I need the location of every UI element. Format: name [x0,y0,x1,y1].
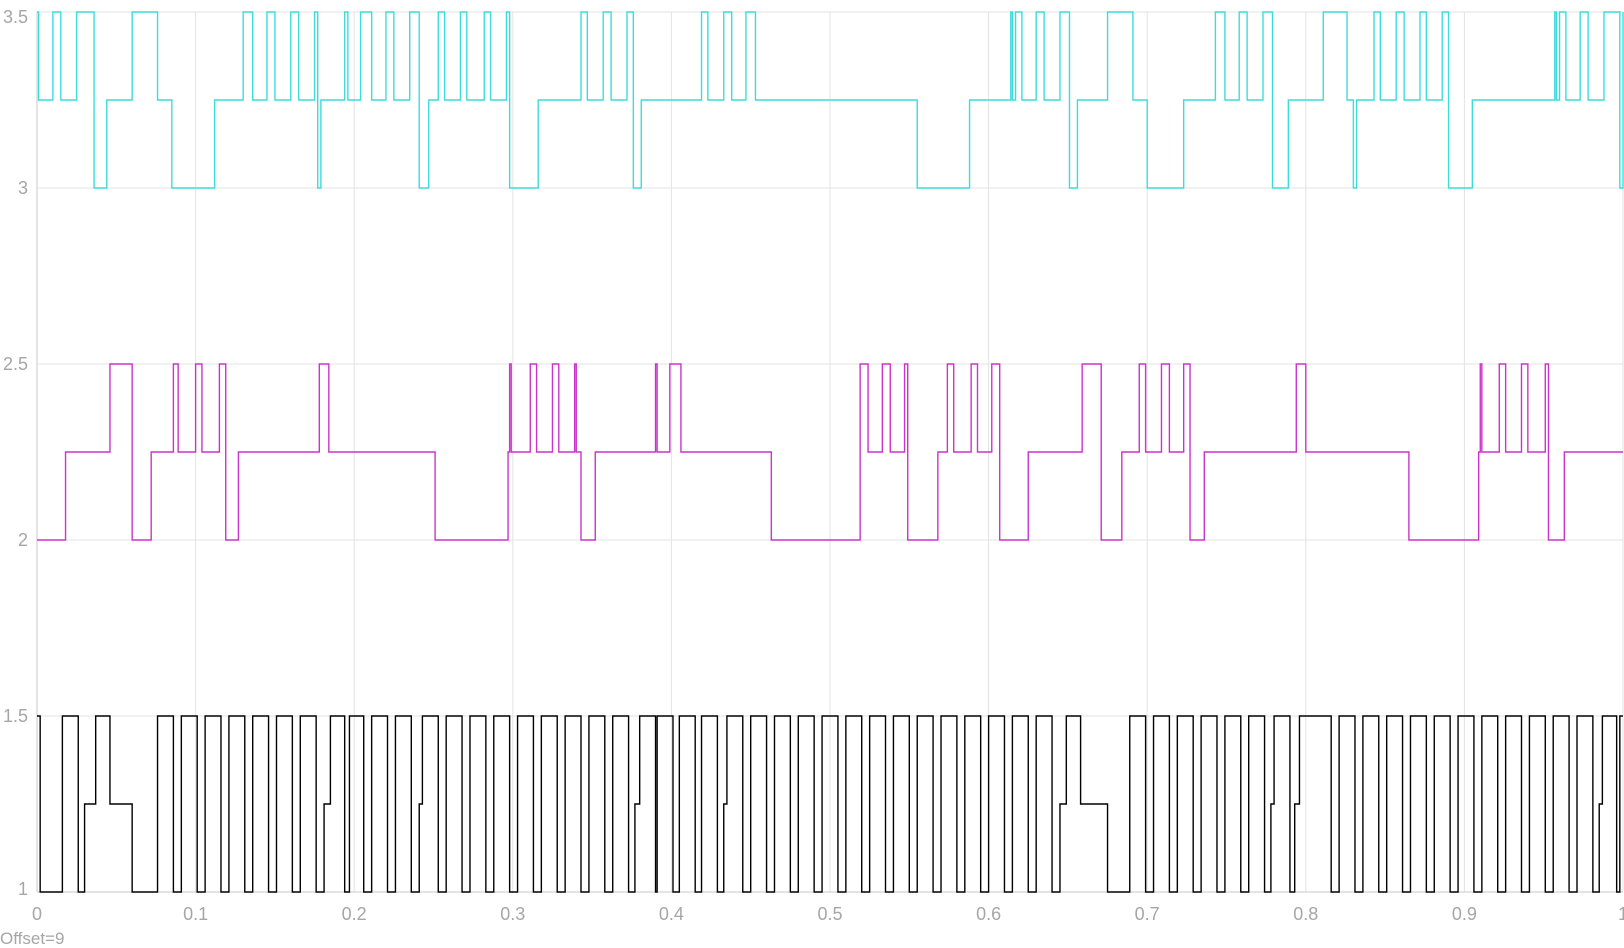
x-tick-label: 0.6 [976,904,1001,924]
series-group [37,11,1624,893]
x-tick-label: 0.4 [659,904,684,924]
x-tick-label: 0.8 [1293,904,1318,924]
x-tick-label: 0.9 [1452,904,1477,924]
x-tick-label: 0.5 [817,904,842,924]
y-tick-label: 1.5 [3,706,28,726]
x-tick-label: 0.1 [183,904,208,924]
y-tick-label: 2 [18,530,28,550]
x-tick-label: 1 [1618,904,1624,924]
offset-label: Offset=9 [0,929,65,948]
x-tick-label: 0 [32,904,42,924]
y-tick-label: 3 [18,178,28,198]
y-tick-label: 1 [18,879,28,899]
x-tick-label: 0.2 [342,904,367,924]
series-line-1 [37,715,1623,893]
series-line-2 [37,363,1623,541]
x-tick-label: 0.7 [1135,904,1160,924]
series-line-3 [37,11,1624,189]
y-tick-label: 2.5 [3,354,28,374]
y-tick-label: 3.5 [3,7,28,27]
x-tick-label: 0.3 [500,904,525,924]
tick-labels: 0 0.1 0.2 0.3 0.4 0.5 0.6 0.7 0.8 0.9 1 1 1.5 2 2.5 3 3.… [3,7,1624,924]
